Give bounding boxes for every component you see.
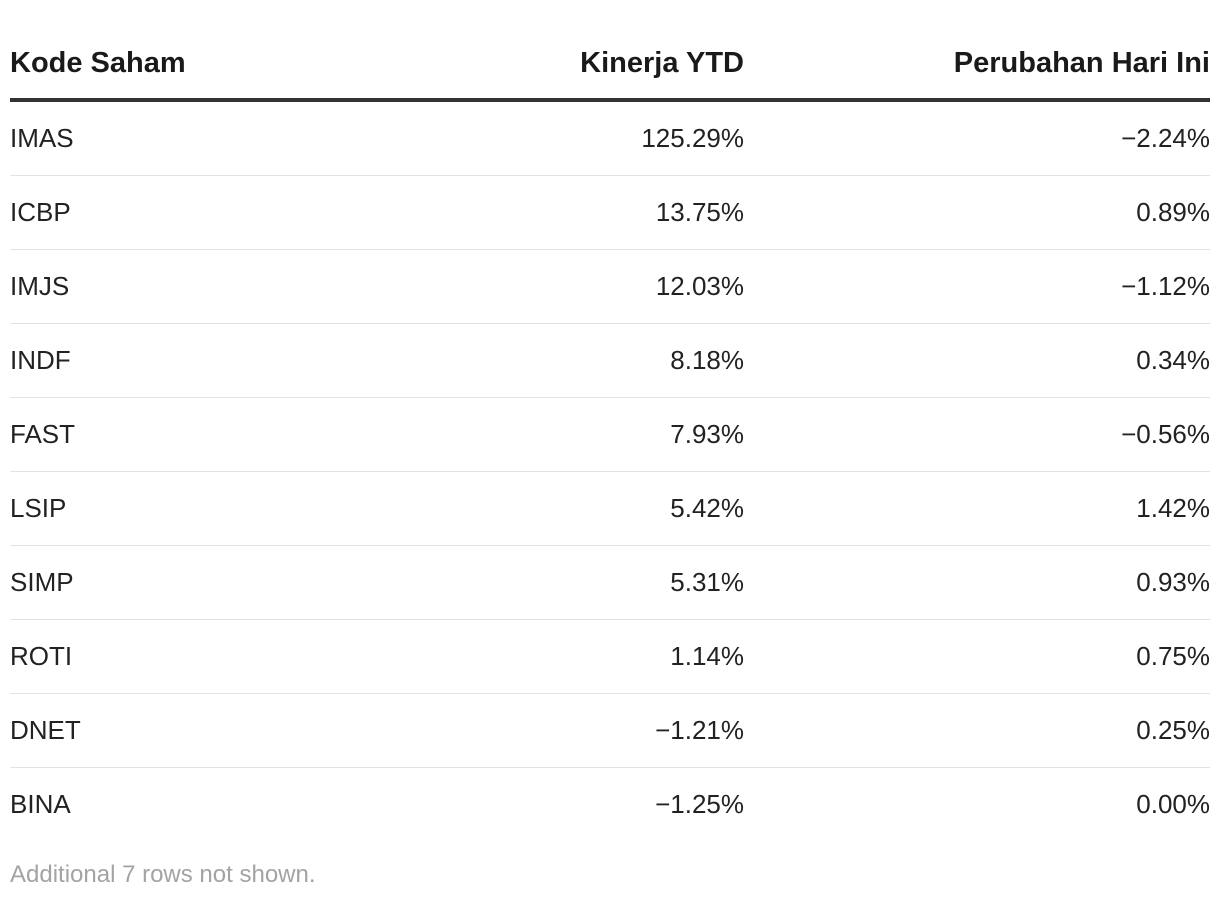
cell-today-change: −1.12%: [744, 249, 1210, 324]
cell-ytd-performance: 5.31%: [390, 545, 744, 620]
cell-today-change: 0.75%: [744, 619, 1210, 694]
cell-today-change: 0.93%: [744, 545, 1210, 620]
cell-stock-code: SIMP: [10, 545, 390, 620]
cell-ytd-performance: −1.21%: [390, 693, 744, 768]
cell-stock-code: INDF: [10, 323, 390, 398]
cell-stock-code: IMJS: [10, 249, 390, 324]
column-header-today-change: Perubahan Hari Ini: [744, 28, 1210, 102]
table-body: IMAS 125.29% −2.24% ICBP 13.75% 0.89% IM…: [10, 100, 1210, 841]
table-row: SIMP 5.31% 0.93%: [10, 545, 1210, 620]
cell-today-change: 0.34%: [744, 323, 1210, 398]
cell-ytd-performance: 12.03%: [390, 249, 744, 324]
cell-ytd-performance: 1.14%: [390, 619, 744, 694]
column-header-stock-code: Kode Saham: [10, 28, 390, 102]
cell-ytd-performance: 7.93%: [390, 397, 744, 472]
table-row: ICBP 13.75% 0.89%: [10, 175, 1210, 250]
table-row: FAST 7.93% −0.56%: [10, 397, 1210, 472]
cell-ytd-performance: 125.29%: [390, 100, 744, 176]
table-row: BINA −1.25% 0.00%: [10, 768, 1210, 842]
cell-stock-code: LSIP: [10, 471, 390, 546]
cell-today-change: −2.24%: [744, 100, 1210, 176]
table-row: IMAS 125.29% −2.24%: [10, 100, 1210, 176]
cell-stock-code: ROTI: [10, 619, 390, 694]
cell-ytd-performance: 5.42%: [390, 471, 744, 546]
cell-today-change: 0.25%: [744, 693, 1210, 768]
cell-today-change: 0.00%: [1136, 789, 1210, 819]
cell-today-change: −0.56%: [744, 397, 1210, 472]
column-header-ytd-performance: Kinerja YTD: [390, 28, 744, 102]
table-row: IMJS 12.03% −1.12%: [10, 249, 1210, 324]
cell-stock-code: BINA: [10, 789, 71, 819]
stock-performance-table: Kode Saham Kinerja YTD Perubahan Hari In…: [10, 28, 1210, 841]
cell-ytd-performance: 13.75%: [390, 175, 744, 250]
cell-stock-code: IMAS: [10, 100, 390, 176]
table-row: ROTI 1.14% 0.75%: [10, 619, 1210, 694]
cell-ytd-performance: 8.18%: [390, 323, 744, 398]
table-footnote: Additional 7 rows not shown.: [10, 861, 316, 888]
cell-stock-code: FAST: [10, 397, 390, 472]
cell-today-change: 1.42%: [744, 471, 1210, 546]
cell-stock-code: ICBP: [10, 175, 390, 250]
table-row: LSIP 5.42% 1.42%: [10, 471, 1210, 546]
table-row: INDF 8.18% 0.34%: [10, 323, 1210, 398]
header-row: Kode Saham Kinerja YTD Perubahan Hari In…: [10, 28, 1210, 102]
cell-stock-code: DNET: [10, 693, 390, 768]
cell-today-change: 0.89%: [744, 175, 1210, 250]
table-row: DNET −1.21% 0.25%: [10, 693, 1210, 768]
cell-ytd-performance: −1.25%: [655, 789, 744, 819]
table-header: Kode Saham Kinerja YTD Perubahan Hari In…: [10, 28, 1210, 102]
